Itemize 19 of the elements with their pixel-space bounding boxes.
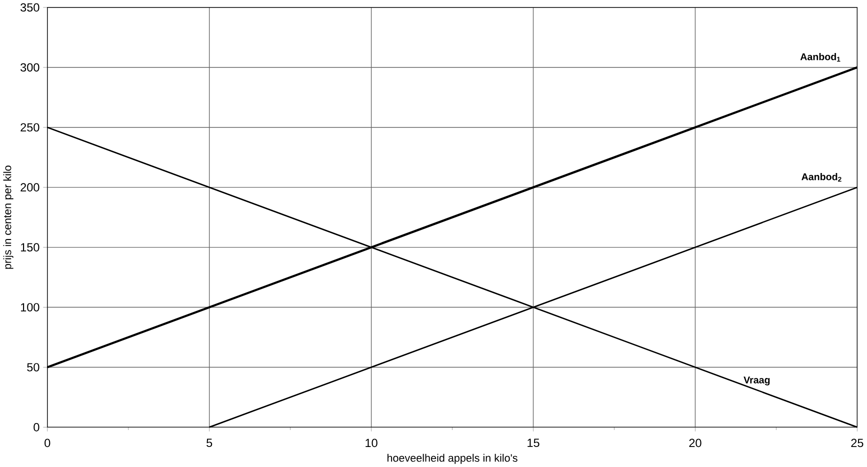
y-tick-label: 100	[20, 303, 40, 312]
y-tick-label: 150	[20, 243, 40, 252]
x-axis-title: hoeveelheid appels in kilo's	[387, 454, 518, 464]
series-label: Vraag	[744, 376, 770, 386]
y-tick-label: 50	[27, 362, 40, 372]
series-label: Aanbod$_{1}$	[800, 52, 840, 62]
x-tick-label: 10	[366, 438, 378, 448]
y-tick-label: 350	[20, 3, 40, 12]
x-tick-label: 20	[689, 438, 702, 448]
x-tick-label: 25	[851, 438, 864, 448]
y-axis-title: prijs in centen per kilo	[3, 166, 14, 269]
y-tick-label: 200	[20, 183, 40, 192]
y-tick-label: 0	[34, 422, 40, 432]
x-tick-label: 15	[528, 438, 540, 447]
y-tick-label: 250	[20, 123, 40, 132]
y-tick-label: 300	[20, 63, 40, 72]
series-label: Aanbod$_{2}$	[802, 172, 842, 182]
x-tick-label: 0	[44, 438, 50, 448]
x-tick-label: 5	[206, 438, 212, 447]
